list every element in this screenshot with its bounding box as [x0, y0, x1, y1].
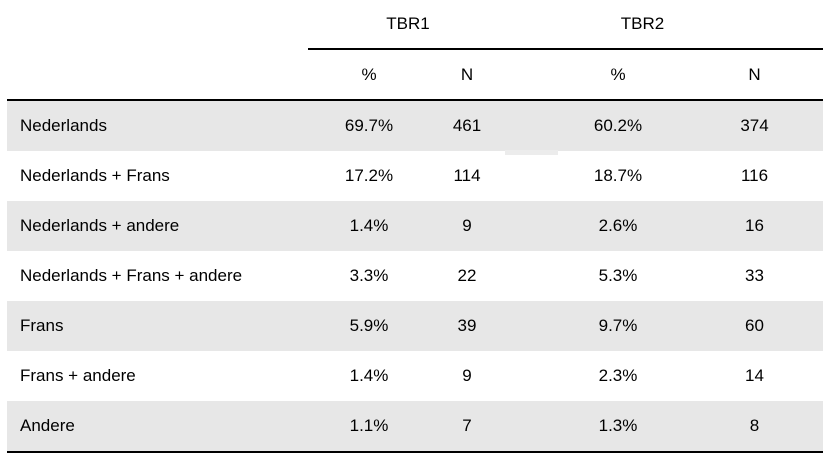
- table-row: Nederlands 69.7% 461 60.2% 374: [7, 101, 823, 151]
- cell-tbr2-n: 33: [745, 266, 764, 285]
- row-label: Nederlands + Frans + andere: [20, 266, 243, 285]
- cell-tbr2-n: 374: [740, 116, 769, 135]
- table: TBR1 TBR2 % N % N Nederlands 69.7% 461 6…: [7, 0, 823, 453]
- cell-tbr1-n: 22: [457, 266, 477, 285]
- corner-empty-cell: [7, 0, 310, 48]
- corner-empty-cell: [7, 50, 310, 99]
- row-label: Nederlands: [20, 116, 107, 135]
- header-tbr2-pct: %: [610, 64, 626, 84]
- cell-tbr1-n: 114: [453, 166, 481, 185]
- cell-tbr1-n: 7: [462, 416, 472, 435]
- cell-tbr1-pct: 1.4%: [349, 216, 389, 235]
- header-tbr1-n: N: [460, 64, 474, 84]
- cell-tbr2-pct: 1.3%: [598, 416, 638, 435]
- cell-tbr1-n: 9: [462, 216, 472, 235]
- cell-tbr2-pct: 18.7%: [593, 166, 643, 185]
- table-row: Andere 1.1% 7 1.3% 8: [7, 401, 823, 451]
- table-bottom-border: [7, 451, 823, 453]
- cell-tbr1-pct: 1.1%: [349, 416, 389, 435]
- row-label: Nederlands + andere: [20, 216, 180, 235]
- table-row: Nederlands + andere 1.4% 9 2.6% 16: [7, 201, 823, 251]
- cell-tbr1-pct: 17.2%: [344, 166, 394, 185]
- row-label: Frans: [20, 316, 64, 335]
- table-row: Frans 5.9% 39 9.7% 60: [7, 301, 823, 351]
- cell-tbr1-n: 9: [462, 366, 472, 385]
- cell-tbr1-n: 39: [457, 316, 477, 335]
- header-tbr2-n: N: [748, 64, 761, 84]
- cell-tbr2-pct: 2.3%: [598, 366, 638, 385]
- cell-tbr2-n: 14: [745, 366, 764, 385]
- header-body-divider: [7, 99, 823, 101]
- header-tbr1-pct: %: [361, 64, 377, 84]
- cell-tbr1-pct: 5.9%: [349, 316, 389, 335]
- row-label: Nederlands + Frans: [20, 166, 170, 185]
- shading-artifact: [505, 150, 558, 155]
- cell-tbr2-n: 60: [745, 316, 764, 335]
- cell-tbr1-pct: 69.7%: [344, 116, 394, 135]
- row-label: Andere: [20, 416, 75, 435]
- cell-tbr2-pct: 5.3%: [598, 266, 638, 285]
- column-group-tbr2: TBR2: [620, 14, 665, 33]
- table-row: Nederlands + Frans 17.2% 114 18.7% 116: [7, 151, 823, 201]
- table-group-header-row: TBR1 TBR2: [7, 0, 823, 48]
- cell-tbr2-n: 116: [740, 166, 769, 185]
- cell-tbr1-pct: 3.3%: [349, 266, 389, 285]
- cell-tbr2-n: 16: [745, 216, 764, 235]
- cell-tbr1-n: 461: [452, 116, 482, 135]
- cell-tbr2-pct: 2.6%: [598, 216, 638, 235]
- table-row: Nederlands + Frans + andere 3.3% 22 5.3%…: [7, 251, 823, 301]
- cell-tbr2-n: 8: [749, 416, 760, 435]
- table-subheader-row: % N % N: [7, 50, 823, 99]
- table-row: Frans + andere 1.4% 9 2.3% 14: [7, 351, 823, 401]
- column-group-tbr1: TBR1: [386, 14, 430, 33]
- row-label: Frans + andere: [20, 366, 136, 385]
- group-header-underline: [308, 48, 823, 50]
- cell-tbr2-pct: 60.2%: [593, 116, 643, 135]
- cell-tbr1-pct: 1.4%: [349, 366, 389, 385]
- cell-tbr2-pct: 9.7%: [598, 316, 638, 335]
